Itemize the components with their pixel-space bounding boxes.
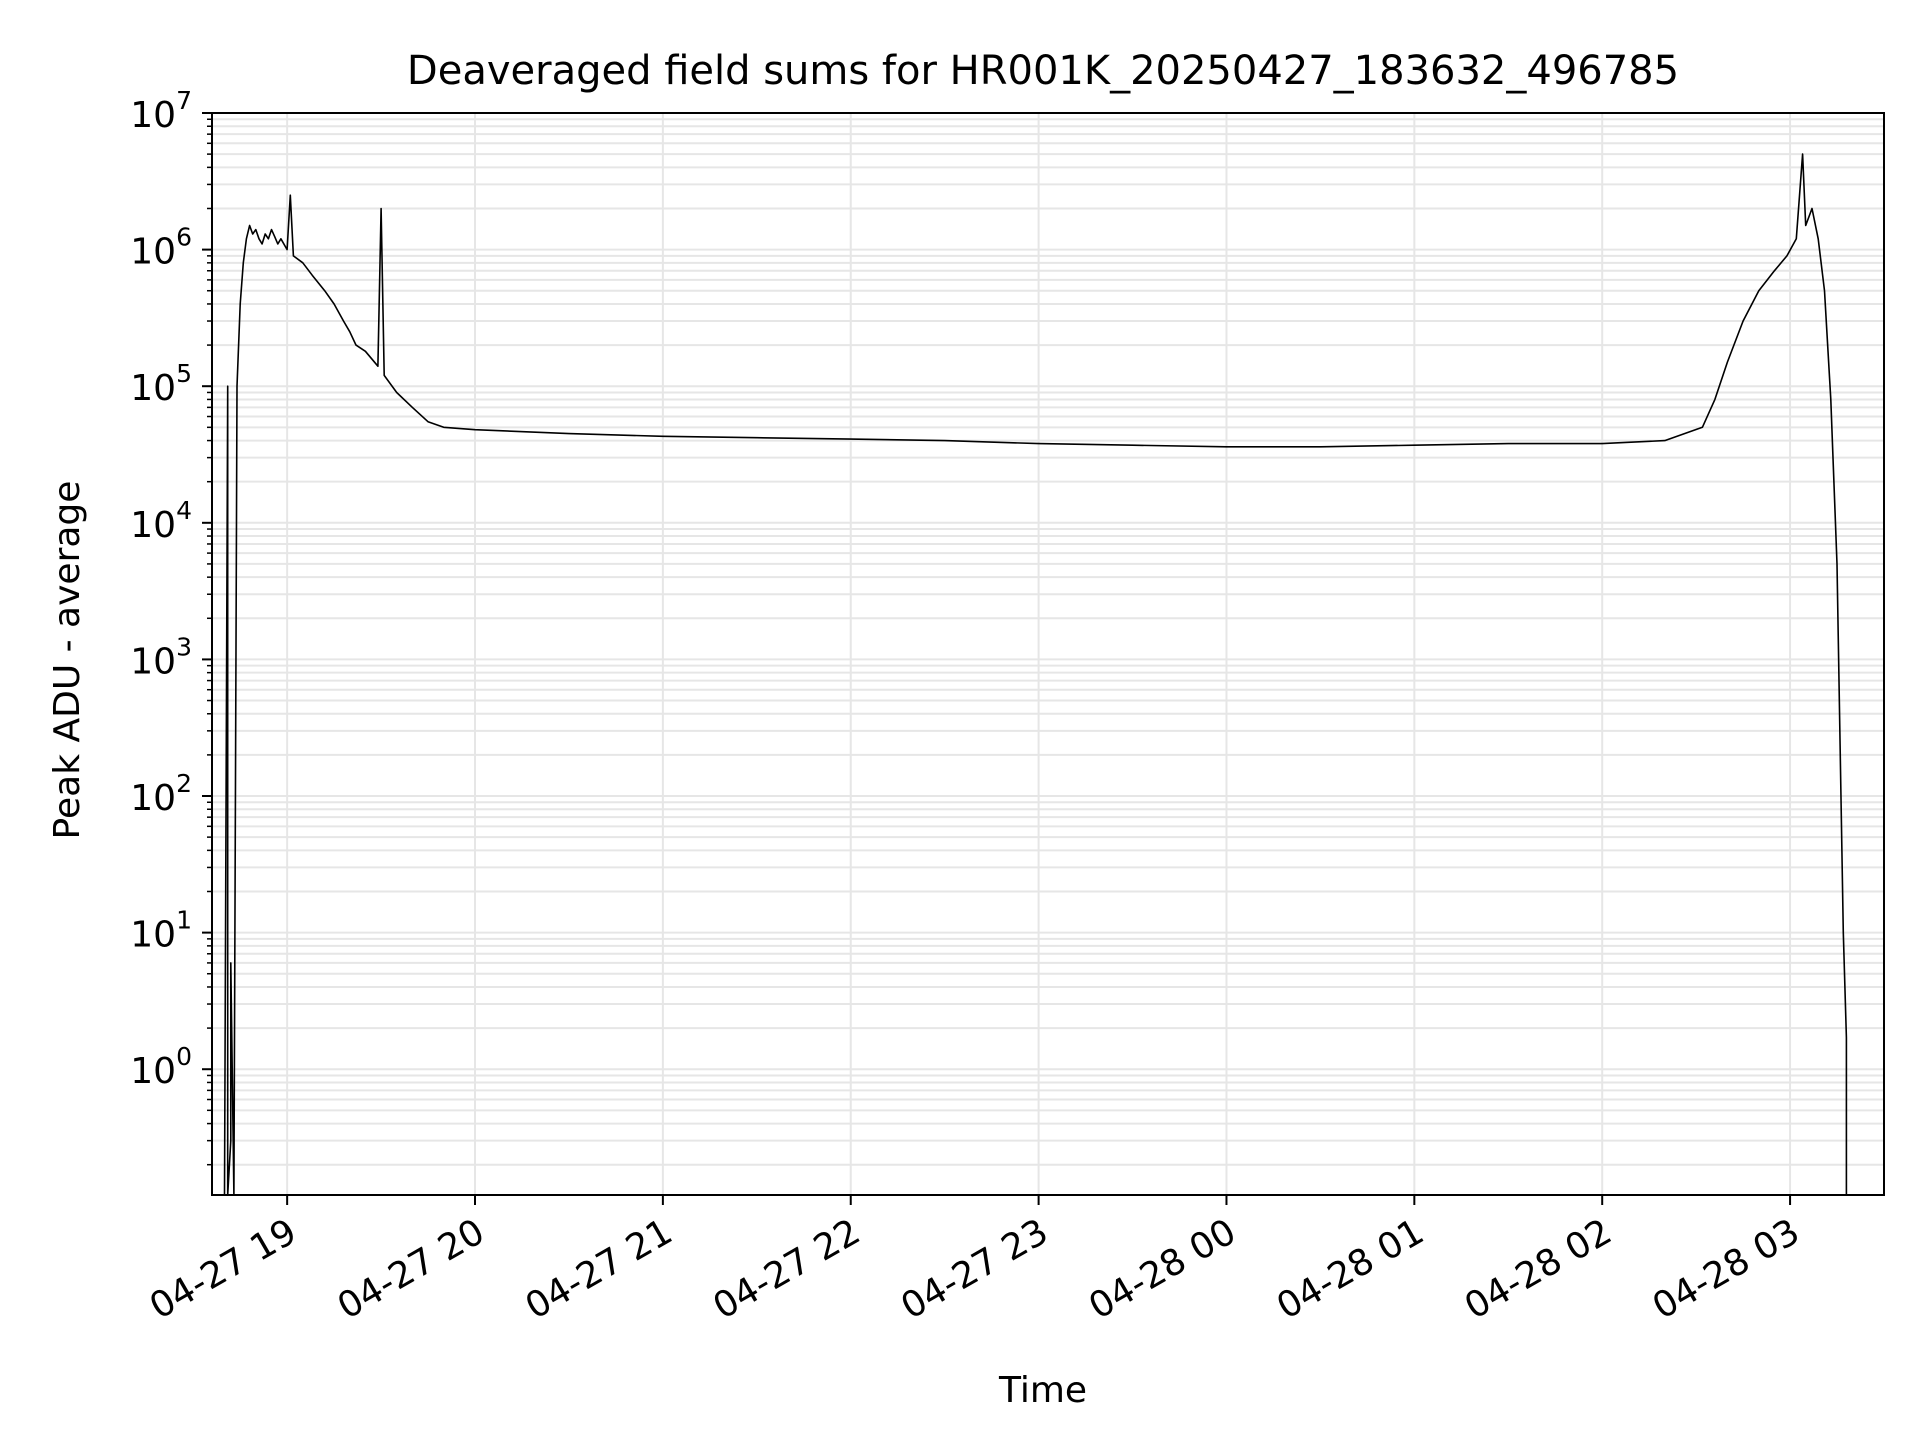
y-tick-label: 104 bbox=[130, 496, 192, 546]
y-tick-label-base: 10 bbox=[130, 368, 176, 409]
y-tick-label-exponent: 0 bbox=[176, 1042, 192, 1071]
y-tick-label-exponent: 4 bbox=[176, 496, 192, 525]
y-tick-label-base: 10 bbox=[130, 915, 176, 956]
y-axis-label: Peak ADU - average bbox=[47, 481, 88, 840]
y-tick-label-exponent: 2 bbox=[176, 769, 192, 798]
y-tick-label-exponent: 6 bbox=[176, 223, 192, 252]
y-tick-label: 105 bbox=[130, 359, 192, 409]
y-tick-label: 107 bbox=[130, 86, 192, 136]
y-tick-label-exponent: 1 bbox=[176, 906, 192, 935]
y-tick-label-base: 10 bbox=[130, 778, 176, 819]
y-tick-label-base: 10 bbox=[130, 641, 176, 682]
y-tick-label-base: 10 bbox=[130, 232, 176, 273]
y-tick-label: 100 bbox=[130, 1042, 192, 1092]
y-tick-label-exponent: 5 bbox=[176, 359, 192, 388]
plot-frame bbox=[211, 112, 1885, 1196]
y-tick-label: 106 bbox=[130, 223, 192, 273]
y-tick-label: 102 bbox=[130, 769, 192, 819]
line-layer bbox=[223, 153, 1848, 1196]
series-line bbox=[223, 153, 1848, 1196]
chart-title: Deaveraged field sums for HR001K_2025042… bbox=[407, 48, 1679, 94]
y-tick-label: 101 bbox=[130, 906, 192, 956]
y-tick-label-exponent: 3 bbox=[176, 632, 192, 661]
x-axis-label: Time bbox=[998, 1370, 1087, 1411]
y-tick-label: 103 bbox=[130, 632, 192, 682]
y-tick-label-base: 10 bbox=[130, 505, 176, 546]
y-tick-label-exponent: 7 bbox=[176, 86, 192, 115]
y-tick-label-base: 10 bbox=[130, 95, 176, 136]
y-tick-label-base: 10 bbox=[130, 1051, 176, 1092]
